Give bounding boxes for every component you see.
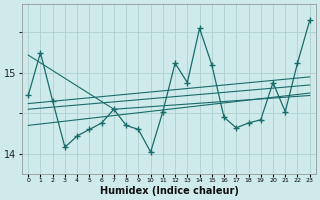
X-axis label: Humidex (Indice chaleur): Humidex (Indice chaleur) (100, 186, 238, 196)
